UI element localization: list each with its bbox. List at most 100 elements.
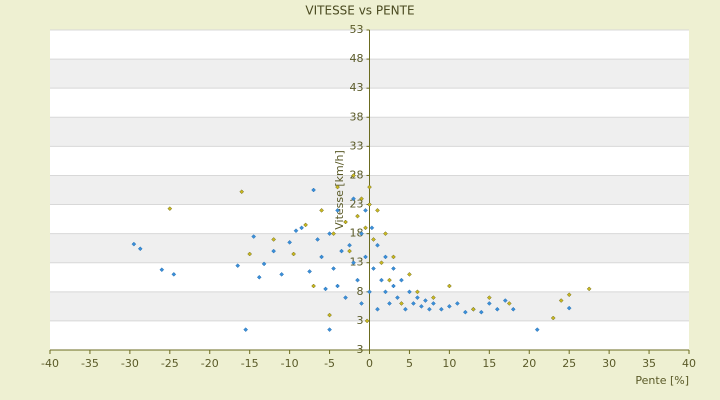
point: [550, 315, 556, 321]
y-tick-label: 33: [350, 139, 364, 152]
point: [363, 254, 368, 260]
point: [367, 202, 372, 207]
point: [566, 305, 572, 311]
y-tick-label: 23: [350, 198, 364, 211]
point: [159, 267, 165, 273]
point: [351, 260, 356, 266]
point: [375, 208, 380, 213]
point: [335, 283, 340, 289]
point: [431, 295, 436, 300]
point: [319, 254, 324, 260]
point: [391, 283, 396, 289]
x-axis-label: Pente [%]: [635, 374, 689, 387]
x-tick-label: 35: [642, 357, 656, 370]
point: [303, 222, 308, 228]
point: [359, 231, 364, 236]
point: [327, 327, 332, 332]
point: [355, 213, 360, 219]
point: [470, 306, 476, 312]
x-tick-label: 20: [522, 357, 536, 370]
point: [279, 272, 284, 277]
point: [343, 295, 348, 300]
point: [327, 231, 332, 236]
point: [399, 301, 404, 306]
point: [251, 234, 257, 239]
point: [375, 306, 380, 312]
point: [486, 301, 492, 306]
y-tick-label: 43: [350, 81, 364, 94]
y-tick-label: 8: [357, 285, 364, 298]
y-tick-label: 3: [357, 314, 364, 327]
point: [558, 298, 564, 303]
point: [510, 306, 516, 312]
point: [137, 246, 143, 252]
point: [247, 251, 253, 257]
x-tick-label: 25: [562, 357, 576, 370]
point: [462, 309, 468, 315]
y-tick-label: 13: [350, 256, 364, 269]
point: [369, 225, 375, 231]
x-tick-label: -15: [241, 357, 259, 370]
x-tick-label: 10: [442, 357, 456, 370]
point: [399, 277, 404, 283]
point: [351, 196, 356, 202]
x-tick-label: -25: [161, 357, 179, 370]
point: [415, 289, 420, 295]
point: [243, 327, 249, 332]
point: [486, 295, 492, 300]
point: [391, 254, 396, 260]
point: [395, 295, 400, 300]
point: [387, 301, 392, 306]
point: [407, 272, 412, 277]
point: [411, 301, 416, 306]
point: [383, 231, 388, 236]
point: [319, 208, 324, 213]
point: [131, 241, 137, 247]
y-tick-label: 38: [350, 110, 364, 123]
point: [379, 277, 384, 283]
point: [256, 274, 262, 280]
point: [502, 298, 508, 303]
point: [407, 289, 412, 295]
point: [355, 277, 360, 283]
point: [347, 242, 352, 248]
x-tick-label: 30: [602, 357, 616, 370]
point: [586, 286, 592, 292]
point: [311, 187, 316, 193]
point: [364, 318, 370, 324]
point: [299, 225, 304, 231]
point: [439, 306, 444, 312]
point: [367, 289, 372, 295]
point: [343, 219, 348, 225]
point: [293, 228, 299, 234]
x-tick-label: -5: [324, 357, 335, 370]
point: [291, 251, 296, 257]
point: [363, 225, 368, 231]
point: [335, 208, 340, 213]
point: [331, 266, 336, 271]
point: [391, 266, 396, 271]
point: [403, 306, 408, 312]
point: [335, 184, 340, 190]
point: [307, 269, 312, 274]
point: [387, 277, 392, 283]
point: [494, 306, 500, 312]
x-tick-label: -10: [281, 357, 299, 370]
point: [534, 327, 540, 332]
y-tick-label: 28: [350, 168, 364, 181]
x-tick-label: 0: [366, 357, 373, 370]
point: [423, 298, 428, 303]
x-tick-label: 15: [482, 357, 496, 370]
y-tick-label: 18: [350, 227, 364, 240]
x-tick-label: -40: [41, 357, 59, 370]
point: [351, 173, 356, 178]
point: [566, 292, 572, 298]
point: [379, 260, 384, 266]
point: [311, 283, 316, 289]
point: [287, 240, 292, 245]
point: [375, 242, 380, 248]
point: [447, 304, 452, 309]
point: [271, 248, 277, 254]
y-tick-label: 48: [350, 52, 364, 65]
